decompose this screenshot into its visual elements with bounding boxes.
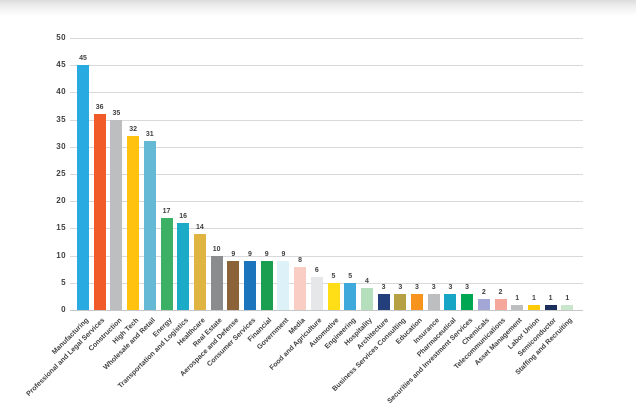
bar-value-label: 16 xyxy=(179,213,188,220)
gridline xyxy=(70,228,583,230)
y-axis-tick-label: 15 xyxy=(56,223,66,233)
bar xyxy=(344,282,357,310)
bar xyxy=(177,223,190,310)
bar-value-label: 1 xyxy=(531,294,536,302)
bar xyxy=(310,277,323,310)
bar-value-label: 6 xyxy=(314,267,319,275)
y-axis-tick-label: 10 xyxy=(56,250,66,260)
bar xyxy=(494,299,507,310)
bar-value-label: 32 xyxy=(129,125,137,133)
bar-value-label: 1 xyxy=(515,294,520,302)
bar-value-label: 14 xyxy=(195,223,204,231)
bar xyxy=(227,261,240,310)
bar xyxy=(327,282,340,310)
gridline xyxy=(70,282,583,284)
bar-value-label: 4 xyxy=(364,278,369,286)
y-axis-tick-label: 35 xyxy=(56,114,66,124)
gridline xyxy=(70,201,583,203)
gridline xyxy=(70,119,583,121)
bar xyxy=(160,217,173,310)
bar xyxy=(277,261,290,310)
bar xyxy=(461,293,474,310)
bar-value-label: 3 xyxy=(415,283,419,291)
y-axis-tick-label: 20 xyxy=(56,196,66,206)
bar xyxy=(127,135,140,310)
bar-value-label: 1 xyxy=(565,294,570,302)
bar xyxy=(210,255,223,310)
gridline xyxy=(70,146,583,148)
bar-value-label: 17 xyxy=(162,207,171,215)
bar-value-label: 5 xyxy=(348,272,353,280)
bar xyxy=(360,288,373,310)
bar xyxy=(411,293,423,310)
x-axis-category-label: Professional and Legal Services xyxy=(25,317,107,398)
bar xyxy=(394,293,407,310)
gridline xyxy=(70,310,583,311)
bar-value-label: 5 xyxy=(331,272,336,280)
y-axis-tick-label: 5 xyxy=(61,277,66,287)
y-axis-tick-label: 0 xyxy=(61,305,66,314)
bar-value-label: 35 xyxy=(112,109,121,117)
bar xyxy=(260,261,273,310)
gridline xyxy=(70,38,583,39)
bar xyxy=(427,293,440,310)
gridline xyxy=(70,255,583,257)
bar-value-label: 1 xyxy=(548,294,553,302)
bar xyxy=(561,304,574,310)
bar xyxy=(294,266,307,310)
bar-value-label: 3 xyxy=(465,283,470,291)
bar xyxy=(143,141,156,310)
bar-value-label: 9 xyxy=(231,251,236,258)
bar xyxy=(511,304,524,310)
bar xyxy=(477,299,490,310)
bar-value-label: 45 xyxy=(79,55,87,63)
y-axis-tick-label: 30 xyxy=(56,141,66,151)
bar xyxy=(444,293,457,310)
bar xyxy=(193,233,206,310)
bar xyxy=(77,65,89,310)
bar xyxy=(544,304,557,310)
bar xyxy=(244,261,256,310)
bar-value-label: 36 xyxy=(95,104,104,112)
bar xyxy=(110,119,123,310)
gridline xyxy=(70,92,583,94)
y-axis-tick-label: 50 xyxy=(56,33,66,42)
bar-value-label: 31 xyxy=(145,131,154,139)
gridline xyxy=(70,65,583,67)
bar-value-label: 10 xyxy=(212,245,221,253)
bar-value-label: 3 xyxy=(381,283,386,291)
bar-value-label: 3 xyxy=(431,283,436,291)
top-edge-shadow xyxy=(0,0,636,16)
bar-value-label: 2 xyxy=(481,289,486,297)
y-axis-tick-label: 45 xyxy=(56,60,66,70)
bar-value-label: 2 xyxy=(498,289,503,297)
bar-value-label: 8 xyxy=(298,256,303,264)
bar-value-label: 9 xyxy=(281,251,286,258)
bar-value-label: 3 xyxy=(448,283,453,291)
y-axis-tick-label: 40 xyxy=(56,87,66,97)
bar xyxy=(377,293,390,310)
gridline xyxy=(70,174,583,175)
y-axis-tick-label: 25 xyxy=(56,169,66,178)
bar-value-label: 9 xyxy=(248,251,252,258)
bar-value-label: 3 xyxy=(398,283,403,291)
bar-value-label: 9 xyxy=(264,251,269,258)
bar xyxy=(527,304,540,310)
bar xyxy=(93,114,106,310)
